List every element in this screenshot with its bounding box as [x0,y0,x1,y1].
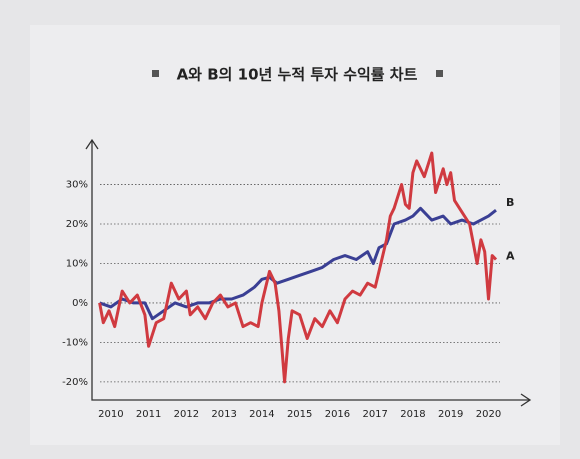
x-tick-label: 2020 [476,409,501,420]
series-line [99,206,497,321]
x-tick-label: 2016 [325,409,350,420]
y-tick-label: 30% [66,180,88,191]
x-tick-label: 2015 [287,409,312,420]
y-tick-label: 20% [66,219,88,230]
series-label: B [506,196,514,209]
series-label: A [506,250,515,263]
x-tick-label: 2014 [249,409,274,420]
x-tick-label: 2017 [362,409,387,420]
chart-title: A와 B의 10년 누적 투자 수익률 차트 [177,66,418,84]
page [30,25,560,445]
title-square [436,70,443,77]
y-tick-label: -10% [62,337,88,348]
y-tick-label: 10% [66,258,88,269]
series-line [98,151,498,384]
y-tick-label: -20% [62,377,88,388]
x-tick-label: 2013 [211,409,236,420]
x-tick-label: 2019 [438,409,463,420]
title-square [152,70,159,77]
x-tick-label: 2012 [174,409,199,420]
y-tick-label: 0% [72,298,88,309]
x-tick-label: 2011 [136,409,161,420]
axes [91,140,530,401]
axis-arrows [85,138,532,407]
x-tick-label: 2018 [400,409,425,420]
x-tick-label: 2010 [98,409,123,420]
